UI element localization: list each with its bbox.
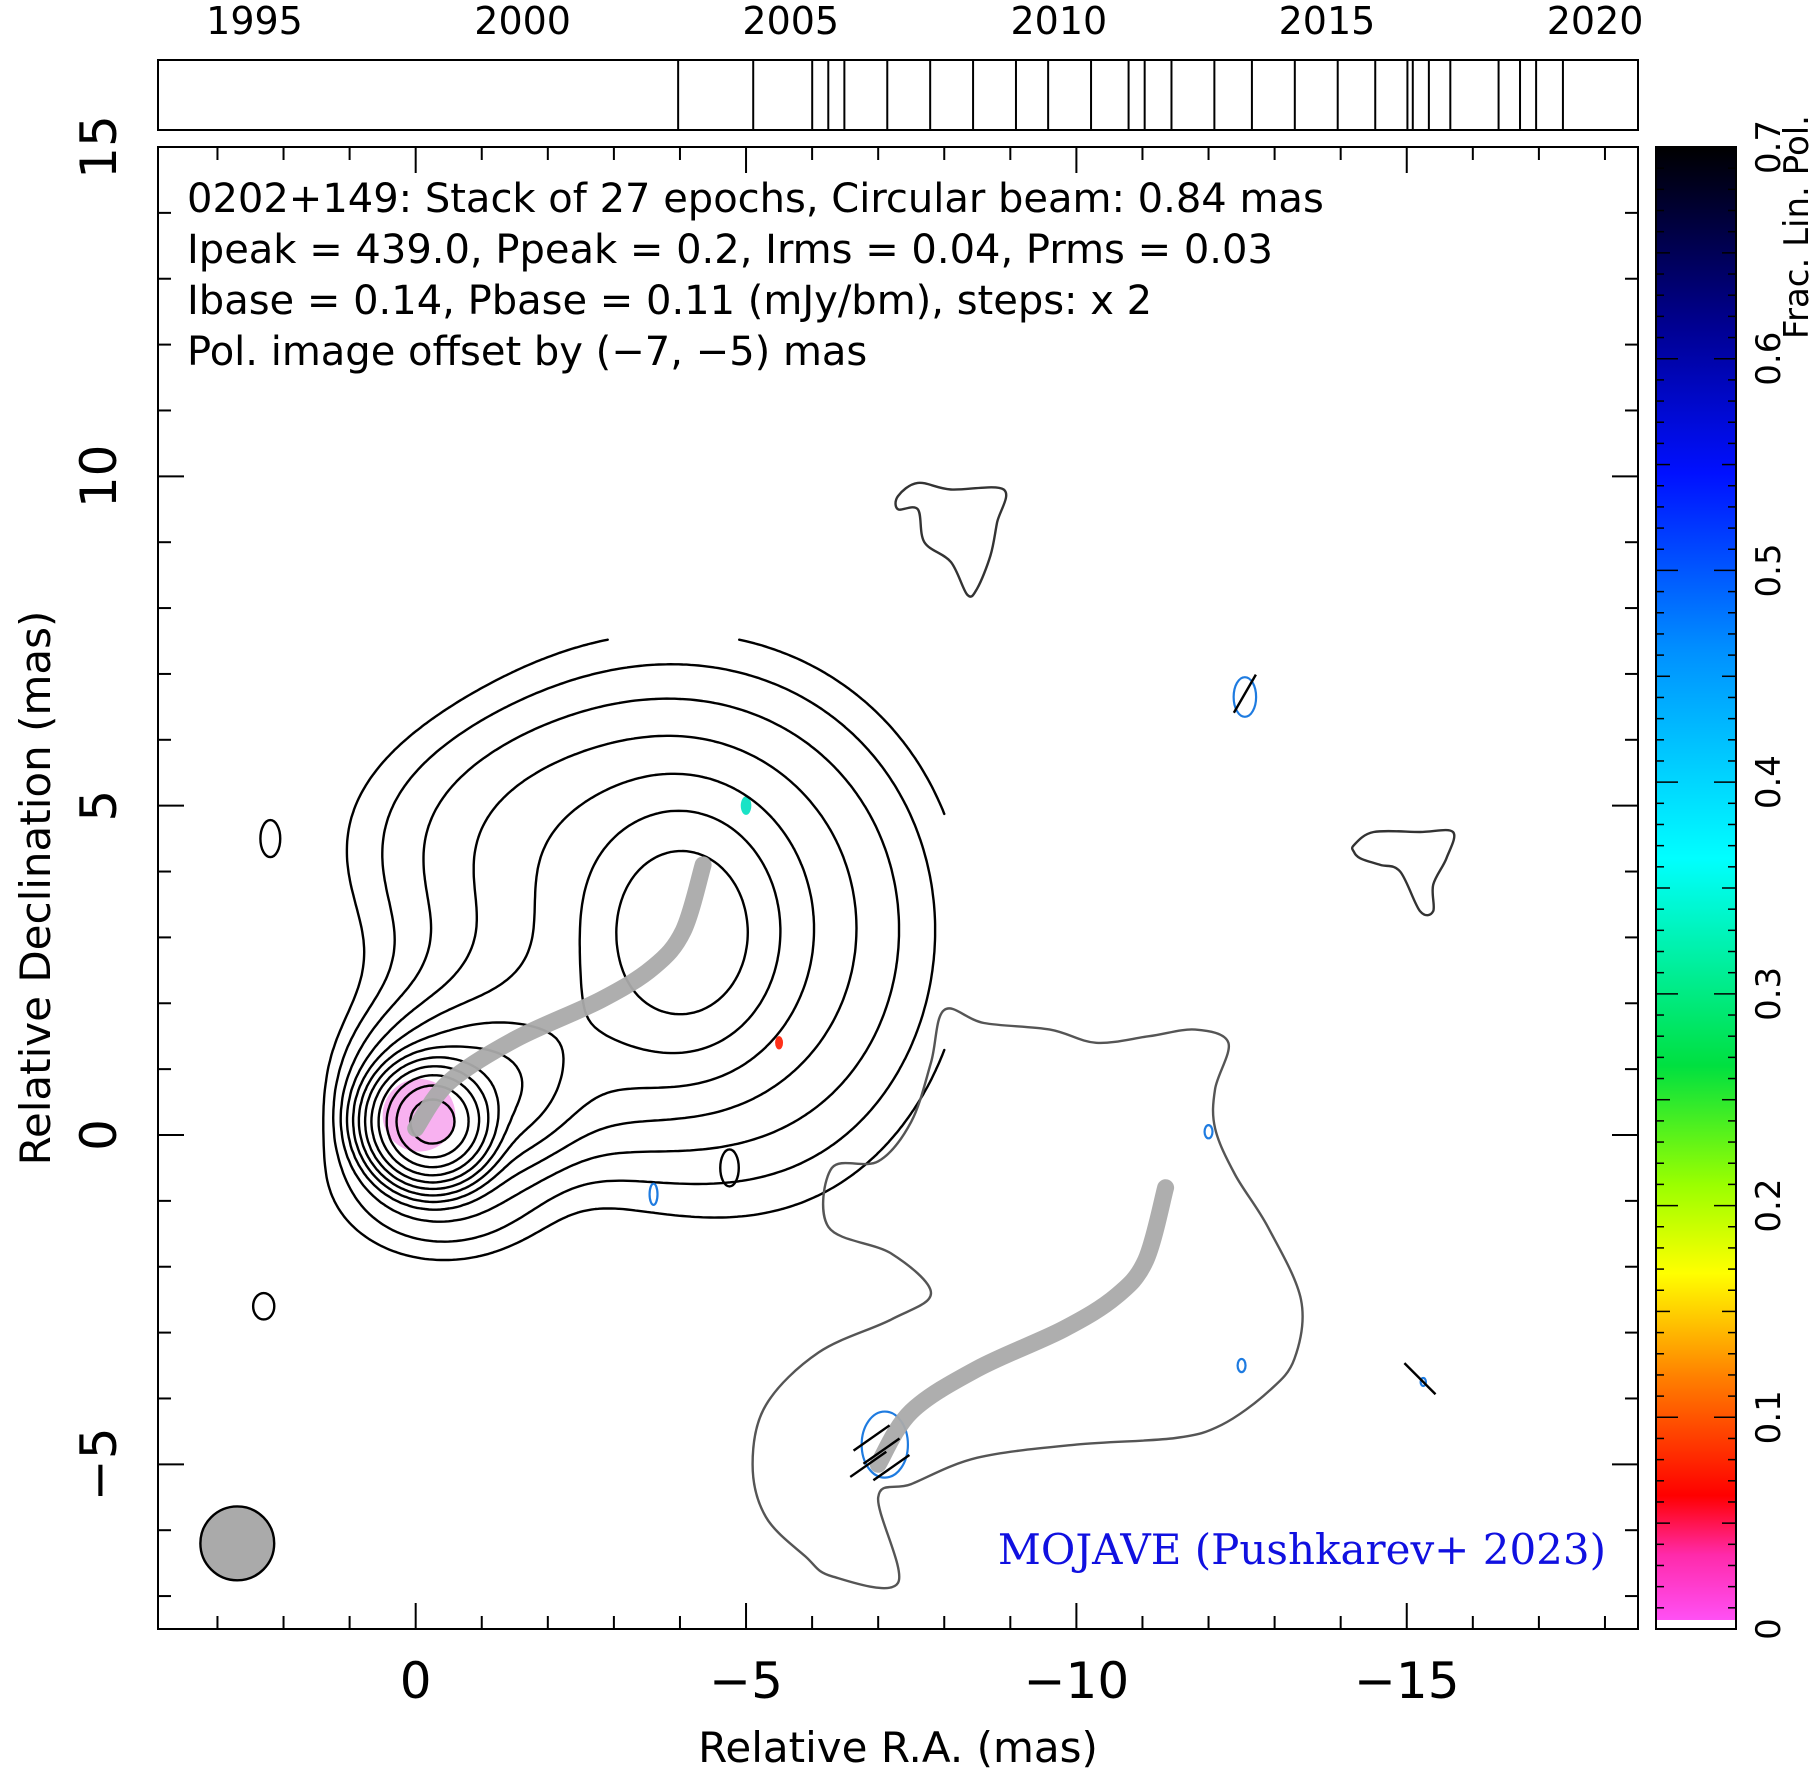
timeline-tick-label: 2010 bbox=[1011, 0, 1108, 43]
colorbar-tick-label: 0.2 bbox=[1749, 1179, 1789, 1233]
pol-offset-note: Pol. image offset by (−7, −5) mas bbox=[187, 329, 867, 375]
stokes-i-patch-contour bbox=[894, 481, 1008, 598]
ridge-lines bbox=[407, 856, 1175, 1473]
evpa-tick bbox=[1232, 674, 1257, 714]
y-tick-label: 10 bbox=[70, 445, 128, 509]
colorbar-tick-label: 0.3 bbox=[1749, 967, 1789, 1021]
stokes-i-contour-level bbox=[370, 1056, 500, 1184]
stokes-i-contour-level bbox=[395, 1084, 470, 1159]
evpa-tick bbox=[872, 1454, 911, 1482]
colorbar-tick-label: 0.5 bbox=[1749, 543, 1789, 597]
x-tick-label: −15 bbox=[1354, 1652, 1460, 1710]
beam bbox=[199, 1505, 276, 1582]
pol-blue-contour bbox=[648, 1182, 659, 1206]
stokes-i-patch-contour bbox=[1350, 828, 1456, 917]
stokes-i-isolated-contour bbox=[251, 1291, 276, 1321]
colorbar-tick-label: 0.4 bbox=[1749, 755, 1789, 809]
timeline-tick-label: 2015 bbox=[1279, 0, 1376, 43]
timeline-tick-label: 1995 bbox=[206, 0, 303, 43]
plot-area: 0 −5 −10 −15 −5 0 5 10 15 bbox=[70, 115, 1639, 1710]
header-line-2: Ipeak = 439.0, Ppeak = 0.2, Irms = 0.04,… bbox=[187, 227, 1273, 273]
y-tick-label: 0 bbox=[70, 1119, 128, 1151]
fpol-pixel bbox=[775, 1036, 784, 1050]
evpa-tick bbox=[862, 1437, 901, 1465]
credit-label: MOJAVE (Pushkarev+ 2023) bbox=[998, 1525, 1606, 1574]
pol-outer-contour bbox=[751, 1007, 1304, 1590]
y-axis-ticks: −5 0 5 10 15 bbox=[70, 115, 1638, 1598]
x-tick-label: 0 bbox=[400, 1652, 432, 1710]
evpa-tick bbox=[852, 1424, 891, 1452]
y-tick-label: 15 bbox=[70, 115, 128, 179]
stokes-i-contour-level bbox=[357, 809, 782, 1197]
timeline-tick-label: 2005 bbox=[742, 0, 839, 43]
evpa-ticks bbox=[849, 674, 1437, 1482]
timeline-tick-labels: 1995 2000 2005 2010 2015 2020 bbox=[206, 0, 1643, 43]
header-line-1: 0202+149: Stack of 27 epochs, Circular b… bbox=[187, 176, 1324, 222]
stokes-i-contour-level bbox=[339, 697, 901, 1223]
x-axis-label: Relative R.A. (mas) bbox=[698, 1723, 1098, 1772]
pol-ridge-line bbox=[869, 1179, 1175, 1473]
stokes-i-contour-level bbox=[345, 734, 858, 1211]
stokes-i-contour-level bbox=[377, 1065, 490, 1177]
pol-blue-contour bbox=[1203, 1123, 1214, 1140]
colorbar-tick-label: 0.7 bbox=[1749, 120, 1789, 174]
pol-blue-contour bbox=[1419, 1376, 1428, 1388]
y-tick-label: 5 bbox=[70, 790, 128, 822]
plot-frame bbox=[157, 146, 1639, 1630]
stokes-i-contour-level bbox=[351, 772, 816, 1204]
colorbar-label: Frac. Lin. Pol. bbox=[1777, 115, 1817, 339]
fpol-pixel bbox=[740, 796, 752, 815]
x-tick-label: −10 bbox=[1024, 1652, 1130, 1710]
polarization-contours bbox=[648, 676, 1428, 1590]
ridge-line bbox=[407, 856, 712, 1137]
colorbar-tick-label: 0.6 bbox=[1749, 332, 1789, 386]
evpa-tick bbox=[849, 1450, 887, 1478]
stokes-i-contours bbox=[251, 481, 1456, 1321]
colorbar-ticks: 0 0.1 0.2 0.3 0.4 0.5 0.6 0.7 bbox=[1656, 120, 1789, 1640]
timeline-tick-label: 2020 bbox=[1547, 0, 1644, 43]
header-line-3: Ibase = 0.14, Pbase = 0.11 (mJy/bm), ste… bbox=[187, 278, 1152, 324]
stokes-i-contour-level bbox=[322, 638, 946, 1262]
stokes-i-isolated-contour bbox=[719, 1148, 740, 1188]
epoch-timeline: 1995 2000 2005 2010 2015 2020 bbox=[157, 0, 1643, 131]
beam-circle bbox=[199, 1505, 276, 1582]
stokes-i-isolated-contour bbox=[259, 818, 282, 859]
colorbar: 0 0.1 0.2 0.3 0.4 0.5 0.6 0.7 Frac. Lin. Pol. bbox=[1655, 115, 1817, 1640]
colorbar-tick-label: 0.1 bbox=[1749, 1390, 1789, 1444]
evpa-tick bbox=[1403, 1362, 1437, 1396]
x-tick-label: −5 bbox=[709, 1652, 783, 1710]
colorbar-zero-band bbox=[1656, 1620, 1736, 1629]
y-tick-label: −5 bbox=[70, 1427, 128, 1501]
x-axis-ticks: 0 −5 −10 −15 bbox=[216, 147, 1606, 1710]
timeline-frame bbox=[157, 59, 1639, 131]
pol-blue-contour bbox=[1232, 676, 1258, 718]
timeline-epoch-ticks bbox=[677, 60, 1564, 130]
colorbar-tick-label: 0 bbox=[1749, 1618, 1789, 1640]
pol-blue-contour bbox=[1236, 1357, 1247, 1374]
stokes-i-contour-level bbox=[332, 663, 937, 1243]
stokes-i-contour-level bbox=[363, 849, 749, 1191]
timeline-tick-label: 2000 bbox=[474, 0, 571, 43]
y-axis-label: Relative Declination (mas) bbox=[11, 611, 60, 1166]
